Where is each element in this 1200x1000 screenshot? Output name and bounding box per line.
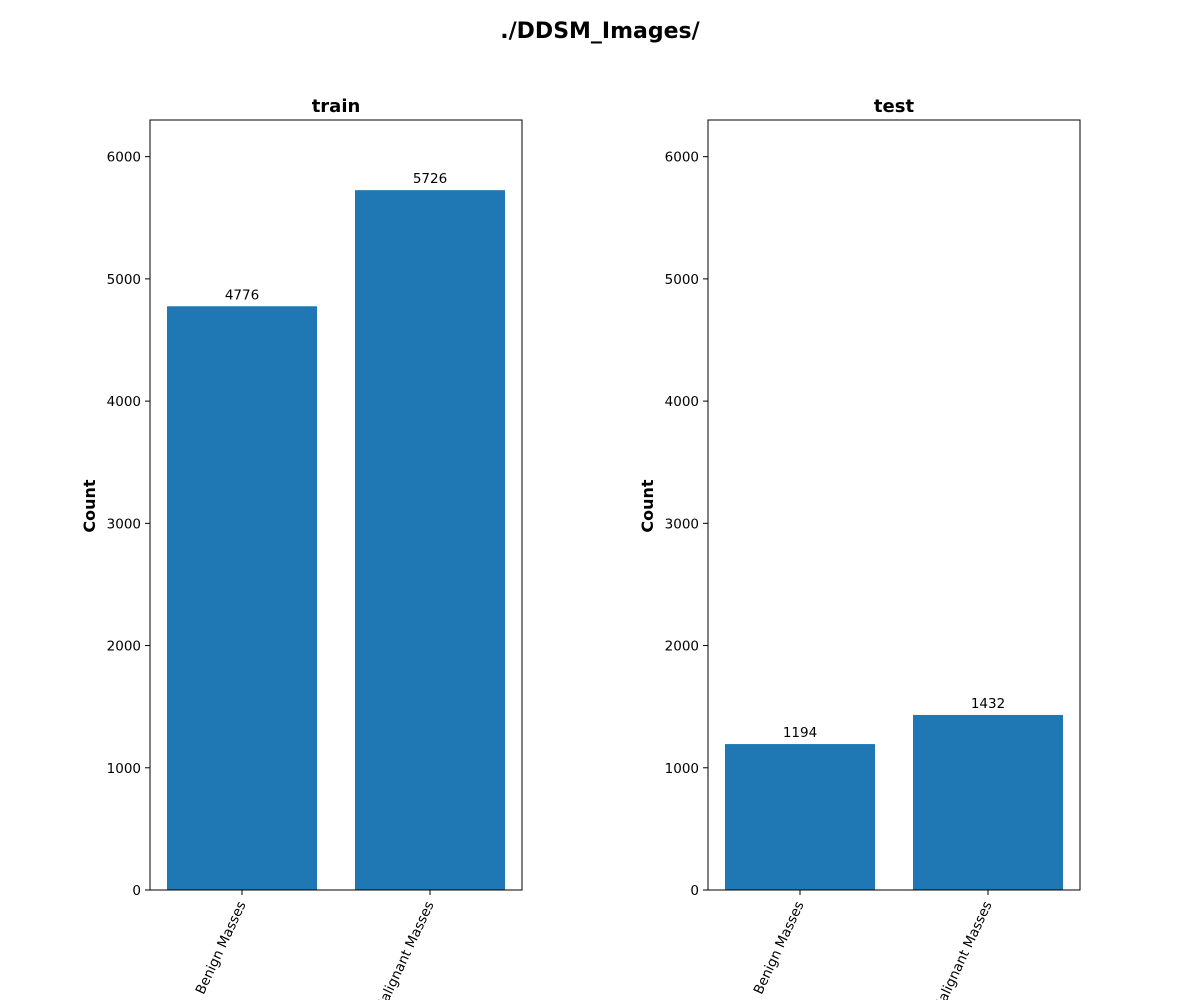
test-panel-y-tick-label: 1000 (665, 761, 699, 777)
test-panel-y-axis-label: Count (638, 479, 657, 533)
train-panel-y-tick-label: 1000 (107, 761, 141, 777)
train-panel-y-tick-label: 0 (132, 883, 141, 899)
train-panel-bar-value-label: 5726 (413, 171, 447, 187)
train-panel: train Count 0 1000 2000 3000 4000 5000 6000 477… (80, 96, 523, 1000)
test-panel-bar-value-label: 1194 (783, 725, 817, 741)
train-panel-y-tick-label: 3000 (107, 516, 141, 532)
train-panel-bar-malignant-masses (355, 190, 505, 891)
test-panel: test Count 0 1000 2000 3000 4000 5000 6000 1194… (638, 96, 1081, 1000)
train-panel-title: train (312, 96, 361, 117)
test-panel-frame (707, 119, 1081, 891)
test-panel-title: test (874, 96, 915, 117)
test-panel-bar-malignant-masses (913, 714, 1063, 890)
train-panel-bar-value-label: 4776 (225, 287, 259, 303)
test-panel-y-tick-label: 2000 (665, 639, 699, 655)
test-panel-bar-value-label: 1432 (971, 696, 1005, 712)
test-panel-y-tick-label: 3000 (665, 516, 699, 532)
train-panel-y-tick-label: 5000 (107, 272, 141, 288)
test-panel-y-tick-label: 0 (690, 883, 699, 899)
test-panel-y-tick-label: 6000 (665, 150, 699, 166)
train-panel-bar-benign-masses (167, 306, 317, 890)
train-panel-y-tick-label: 6000 (107, 150, 141, 166)
test-panel-y-tick-label: 5000 (665, 272, 699, 288)
train-panel-y-axis-label: Count (80, 479, 99, 533)
test-panel-y-tick-label: 4000 (665, 394, 699, 410)
test-panel-bar-benign-masses (725, 744, 875, 890)
train-panel-frame (149, 119, 523, 891)
figure-suptitle: ./DDSM_Images/ (500, 19, 700, 44)
train-panel-y-tick-label: 4000 (107, 394, 141, 410)
train-panel-y-tick-label: 2000 (107, 639, 141, 655)
